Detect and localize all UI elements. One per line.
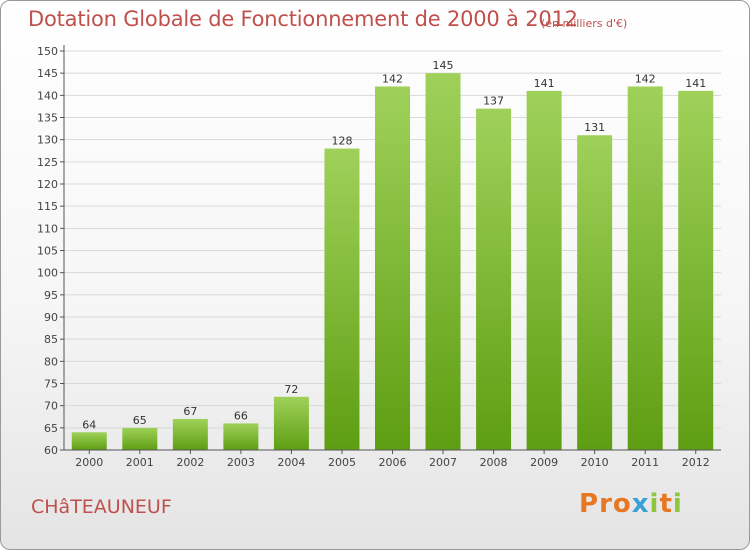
x-tick-label: 2003 [227,456,255,469]
x-tick-label: 2001 [126,456,154,469]
chart-title: Dotation Globale de Fonctionnement de 20… [28,7,578,31]
y-tick-label: 95 [44,289,58,302]
y-tick-label: 140 [37,89,58,102]
logo-letter: i [672,489,683,519]
y-tick-label: 130 [37,134,58,147]
y-tick-label: 125 [37,156,58,169]
bar-2008 [476,108,512,450]
x-tick-label: 2012 [682,456,710,469]
logo-letter: o [612,489,632,519]
y-tick-label: 145 [37,67,58,80]
bar-2011 [627,86,663,450]
x-tick-label: 2011 [631,456,659,469]
bar-2012 [678,90,714,451]
x-tick-label: 2009 [530,456,558,469]
logo-letter: t [659,489,673,519]
y-tick-label: 150 [37,45,58,58]
x-tick-label: 2007 [429,456,457,469]
bar-2005 [324,148,360,451]
bar-2000 [71,432,107,450]
bar-2006 [375,86,410,450]
y-tick-label: 110 [37,222,58,235]
bar-value-label: 141 [534,77,555,90]
y-tick-label: 105 [37,245,58,258]
bar-value-label: 131 [584,121,605,134]
bar-value-label: 66 [234,409,248,422]
axes: 60 65 70 75 80 85 90 95 100 105 110 115 120 125 130 135… [37,45,721,469]
y-tick-label: 135 [37,112,58,125]
bar-2007 [425,73,461,451]
bar-value-label: 142 [382,72,403,85]
y-tick-label: 85 [44,333,58,346]
bar-value-label: 141 [685,77,706,90]
bar-value-label: 72 [284,383,298,396]
bar-2001 [122,427,158,450]
bar-value-label: 67 [183,405,197,418]
y-tick-label: 80 [44,355,58,368]
y-tick-label: 65 [44,422,58,435]
bar-2002 [172,418,208,450]
bar-value-label: 128 [331,135,352,148]
bar-2003 [223,423,259,450]
chart-subtitle: (en milliers d'€) [541,17,628,30]
x-tick-label: 2000 [75,456,103,469]
bar-value-label: 145 [433,59,454,72]
bar-value-label: 65 [133,414,147,427]
x-tick-label: 2006 [379,456,407,469]
logo-letter: x [631,489,650,519]
bars: 64 65 67 66 72 128 142 145 137 141 131 142 141 [71,59,714,451]
x-tick-label: 2008 [480,456,508,469]
y-tick-label: 100 [37,267,58,280]
logo-letter: P [579,489,600,519]
x-tick-label: 2004 [277,456,305,469]
y-tick-label: 90 [44,311,58,324]
proxiti-logo: Proxiti [579,489,683,519]
logo-letter: r [599,489,613,519]
x-tick-label: 2010 [581,456,609,469]
y-tick-label: 60 [44,444,58,457]
x-tick-label: 2002 [176,456,204,469]
bar-value-label: 142 [635,72,656,85]
commune-name: CHâTEAUNEUF [31,496,172,518]
bar-value-label: 64 [82,418,96,431]
y-tick-label: 120 [37,178,58,191]
y-tick-label: 115 [37,200,58,213]
bar-2009 [526,90,562,451]
bar-2004 [273,396,309,450]
logo-letter: i [649,489,660,519]
y-tick-label: 70 [44,400,58,413]
x-tick-label: 2005 [328,456,356,469]
bar-value-label: 137 [483,95,504,108]
y-tick-label: 75 [44,378,58,391]
bar-2010 [577,135,613,450]
